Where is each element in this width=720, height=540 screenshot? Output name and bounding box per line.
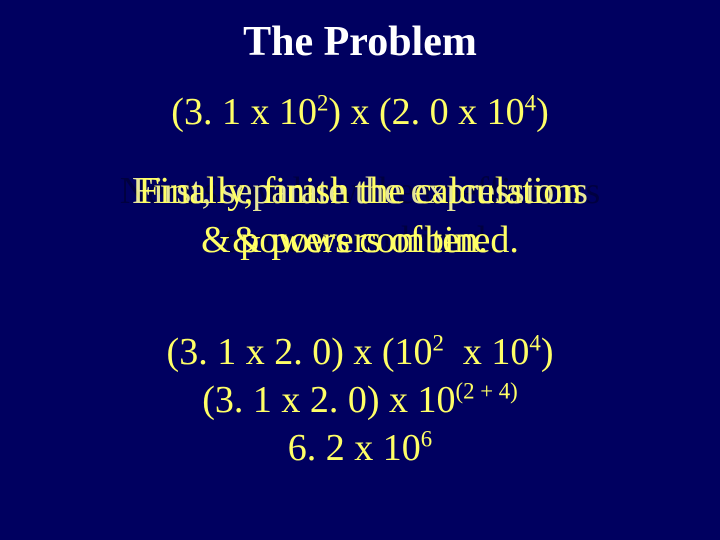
instruction-layer-a: Finally, finish the calculation xyxy=(0,172,720,212)
s1-exp-b: 4 xyxy=(529,330,540,355)
lhs-coef: 3. 1 xyxy=(184,91,241,133)
step-3: 6. 2 x 106 xyxy=(0,426,720,470)
s1-coef-b: 2. 0 xyxy=(274,331,331,373)
s1-coef-a: 3. 1 xyxy=(179,331,236,373)
instruction-subline: ten are combined. & powers of ten. & pow… xyxy=(0,218,720,262)
s1-exp-a: 2 xyxy=(433,330,444,355)
s3-coef: 6. 2 xyxy=(288,427,345,469)
s3-base: 10 xyxy=(383,427,421,469)
page-title: The Problem xyxy=(0,18,720,66)
s2-exp-expr: (2 + 4) xyxy=(456,378,518,403)
step-2: (3. 1 x 2. 0) x 10(2 + 4) xyxy=(0,378,720,422)
step-1: (3. 1 x 2. 0) x (102 x 104) xyxy=(0,330,720,374)
lhs-exp: 2 xyxy=(317,90,328,115)
problem-expression: (3. 1 x 102) x (2. 0 x 104) xyxy=(0,90,720,134)
sub-c: & powers combined. xyxy=(201,219,519,261)
s2-base: 10 xyxy=(418,379,456,421)
s1-base-b: 10 xyxy=(491,331,529,373)
s1-base-a: 10 xyxy=(395,331,433,373)
s3-exp: 6 xyxy=(421,426,432,451)
s2-coef-a: 3. 1 xyxy=(215,379,272,421)
rhs-exp: 4 xyxy=(525,90,536,115)
rhs-coef: 2. 0 xyxy=(392,91,449,133)
lhs-base: 10 xyxy=(279,91,317,133)
s2-coef-b: 2. 0 xyxy=(310,379,367,421)
rhs-base: 10 xyxy=(487,91,525,133)
